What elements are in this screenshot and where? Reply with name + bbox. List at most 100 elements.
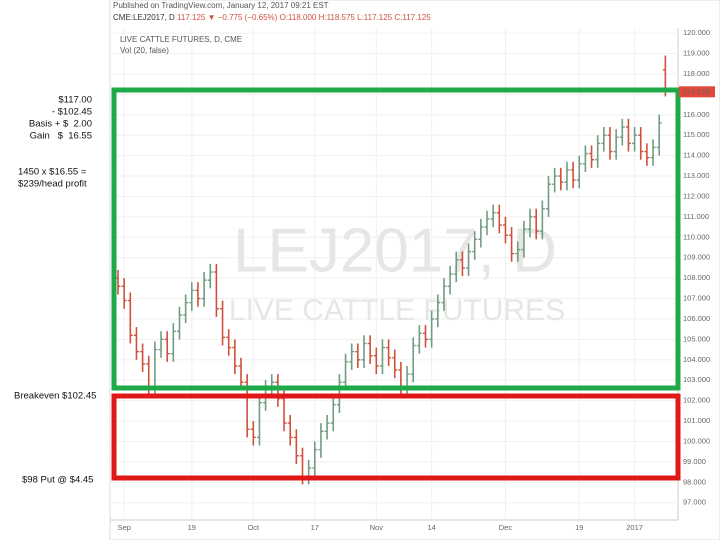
ohlc-bar <box>410 337 416 383</box>
y-tick-label: 104.000 <box>683 355 710 364</box>
annotation: Basis + $ 2.00 <box>29 119 92 130</box>
y-tick-label: 101.000 <box>683 416 710 425</box>
x-tick-label: 14 <box>427 523 435 532</box>
ohlc-bar <box>423 325 428 348</box>
ohlc-bar <box>238 357 244 391</box>
ohlc-bar <box>521 220 527 258</box>
legend-title: LIVE CATTLE FUTURES, D, CME <box>120 35 242 44</box>
ohlc-bar <box>552 167 558 193</box>
ohlc-bar <box>256 394 262 446</box>
x-tick-label: Oct <box>247 523 260 532</box>
ohlc-bar <box>195 282 201 307</box>
ohlc-bar <box>515 241 521 262</box>
ohlc-bar <box>324 414 330 440</box>
ohlc-bar <box>527 208 533 238</box>
ohlc-bar <box>644 143 650 166</box>
ohlc-bar <box>361 335 367 368</box>
ohlc-bar <box>232 339 238 375</box>
ohlc-bar <box>601 127 607 152</box>
ohlc-bar <box>496 204 502 234</box>
ohlc-bar <box>490 204 496 228</box>
ohlc-bar <box>201 272 207 307</box>
y-tick-label: 107.000 <box>683 294 710 303</box>
y-tick-label: 98.000 <box>683 477 706 486</box>
annotation: 1450 x $16.55 = <box>18 167 87 178</box>
ohlc-bar <box>582 145 588 172</box>
y-tick-label: 118.000 <box>683 69 710 78</box>
ohlc-bar <box>564 161 570 191</box>
annotation: $117.00 <box>58 95 92 106</box>
y-tick-label: 112.000 <box>683 191 710 200</box>
ohlc-bar <box>312 441 318 477</box>
y-tick-label: 103.000 <box>683 375 710 384</box>
y-tick-label: 113.000 <box>683 171 710 180</box>
ohlc-bar <box>287 414 293 446</box>
y-tick-label: 105.000 <box>683 334 710 343</box>
ohlc-bar <box>318 423 324 458</box>
ohlc-bar <box>459 251 465 277</box>
ohlc-bar <box>226 329 232 356</box>
ohlc-bar <box>373 347 379 375</box>
grid <box>110 28 678 520</box>
ohlc-bar <box>533 208 539 240</box>
ohlc-bar <box>619 118 625 146</box>
y-tick-label: 102.000 <box>683 396 710 405</box>
ohlc-bar <box>293 429 299 464</box>
x-tick-label: Dec <box>499 523 513 532</box>
x-tick-label: 19 <box>188 523 196 532</box>
ohlc-bar <box>343 353 349 391</box>
ohlc-bar <box>416 325 422 354</box>
ohlc-bar <box>589 145 595 168</box>
ohlc-bar <box>177 306 182 340</box>
ohlc-bar <box>435 294 441 328</box>
annotation: Gain $ 16.55 <box>30 131 92 142</box>
ohlc-bar <box>570 161 576 189</box>
ohlc-bar <box>140 343 146 373</box>
annotation: $98 Put @ $4.45 <box>22 475 93 486</box>
y-tick-label: 108.000 <box>683 273 710 282</box>
y-tick-label: 116.000 <box>683 110 710 119</box>
annotation: $239/head profit <box>18 179 87 190</box>
change: 117.125 ▼ −0.775 (−0.65%) <box>177 13 278 22</box>
y-tick-label: 110.000 <box>683 232 710 241</box>
ohlc-bar <box>220 300 226 346</box>
y-tick-label: 120.000 <box>683 28 710 37</box>
ohlc-bar <box>656 114 662 156</box>
ohlc-bar <box>183 294 189 324</box>
red-box <box>111 393 681 481</box>
ohlc-bar <box>546 176 551 217</box>
y-tick-label: 114.000 <box>683 151 710 160</box>
ohlc-bar <box>539 200 545 240</box>
x-tick-label: 2017 <box>626 523 643 532</box>
ohlc-bar <box>164 331 170 362</box>
ohlc-bar <box>250 421 256 446</box>
ohlc-bar <box>576 155 582 189</box>
ohlc-bar <box>558 167 564 191</box>
y-tick-label: 100.000 <box>683 436 710 445</box>
x-tick-label: 17 <box>311 523 319 532</box>
y-tick-label: 111.000 <box>683 212 709 221</box>
ohlc-bar <box>244 374 250 438</box>
annotation: Breakeven $102.45 <box>14 391 96 402</box>
symbol: CME:LEJ2017, D <box>113 13 175 22</box>
y-tick-label: 106.000 <box>683 314 710 323</box>
ohlc-bar <box>367 335 373 364</box>
x-tick-label: 19 <box>575 523 583 532</box>
annotation: - $102.45 <box>52 107 92 118</box>
ohlc-bar <box>441 278 447 311</box>
last-price-label: 117.125 <box>683 87 710 96</box>
ohlc-bar <box>613 129 619 160</box>
ohlc-bar <box>127 292 133 344</box>
ohlc-bar <box>121 278 127 309</box>
ohlc: O:118.000 H:118.575 L:117.125 C:117.125 <box>280 13 432 22</box>
ohlc-bar <box>158 331 164 358</box>
ohlc-bar <box>386 339 392 366</box>
y-tick-label: 99.000 <box>683 457 706 466</box>
ohlc-bar <box>484 210 490 236</box>
ohlc-bar <box>379 339 385 375</box>
ohlc-bar <box>638 127 644 160</box>
ohlc-bar <box>595 135 601 168</box>
ohlc-bar <box>170 323 176 362</box>
ohlc-bar <box>189 282 195 311</box>
bars <box>115 55 668 485</box>
